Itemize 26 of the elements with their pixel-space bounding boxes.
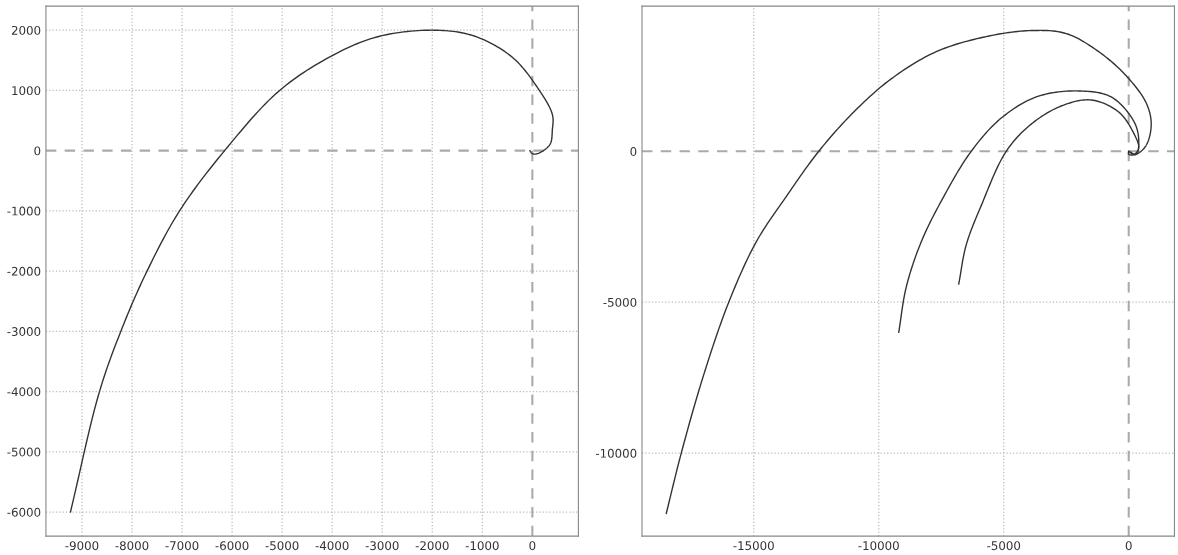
y-tick-label: -5000 — [603, 297, 637, 307]
y-tick-label: -5000 — [7, 447, 41, 457]
x-tick-label: 0 — [1125, 541, 1132, 551]
x-tick-label: -15000 — [733, 541, 774, 551]
x-tick-label: -5000 — [265, 541, 299, 551]
y-tick-label: -4000 — [7, 387, 41, 397]
y-tick-label: 0 — [630, 147, 637, 156]
x-tick-label: -3000 — [365, 541, 399, 551]
y-tick-label: -3000 — [7, 327, 41, 336]
x-tick-label: -1000 — [465, 541, 499, 551]
x-tick-label: 0 — [529, 541, 536, 551]
y-tick-label: 1000 — [12, 86, 41, 96]
y-tick-label: -6000 — [7, 507, 41, 517]
x-tick-label: -6000 — [215, 541, 249, 551]
y-tick-label: 0 — [34, 146, 41, 156]
x-tick-label: -7000 — [165, 541, 199, 551]
y-tick-label: -1000 — [7, 206, 41, 216]
x-tick-label: -2000 — [415, 541, 449, 551]
y-tick-label: -2000 — [7, 266, 41, 276]
x-tick-label: -8000 — [115, 541, 149, 551]
x-tick-label: -5000 — [987, 541, 1021, 551]
y-tick-label: -10000 — [595, 448, 637, 458]
x-tick-label: -9000 — [65, 541, 99, 551]
x-tick-label: -10000 — [858, 541, 899, 551]
x-tick-label: -4000 — [315, 541, 349, 551]
y-tick-label: 2000 — [11, 25, 41, 35]
